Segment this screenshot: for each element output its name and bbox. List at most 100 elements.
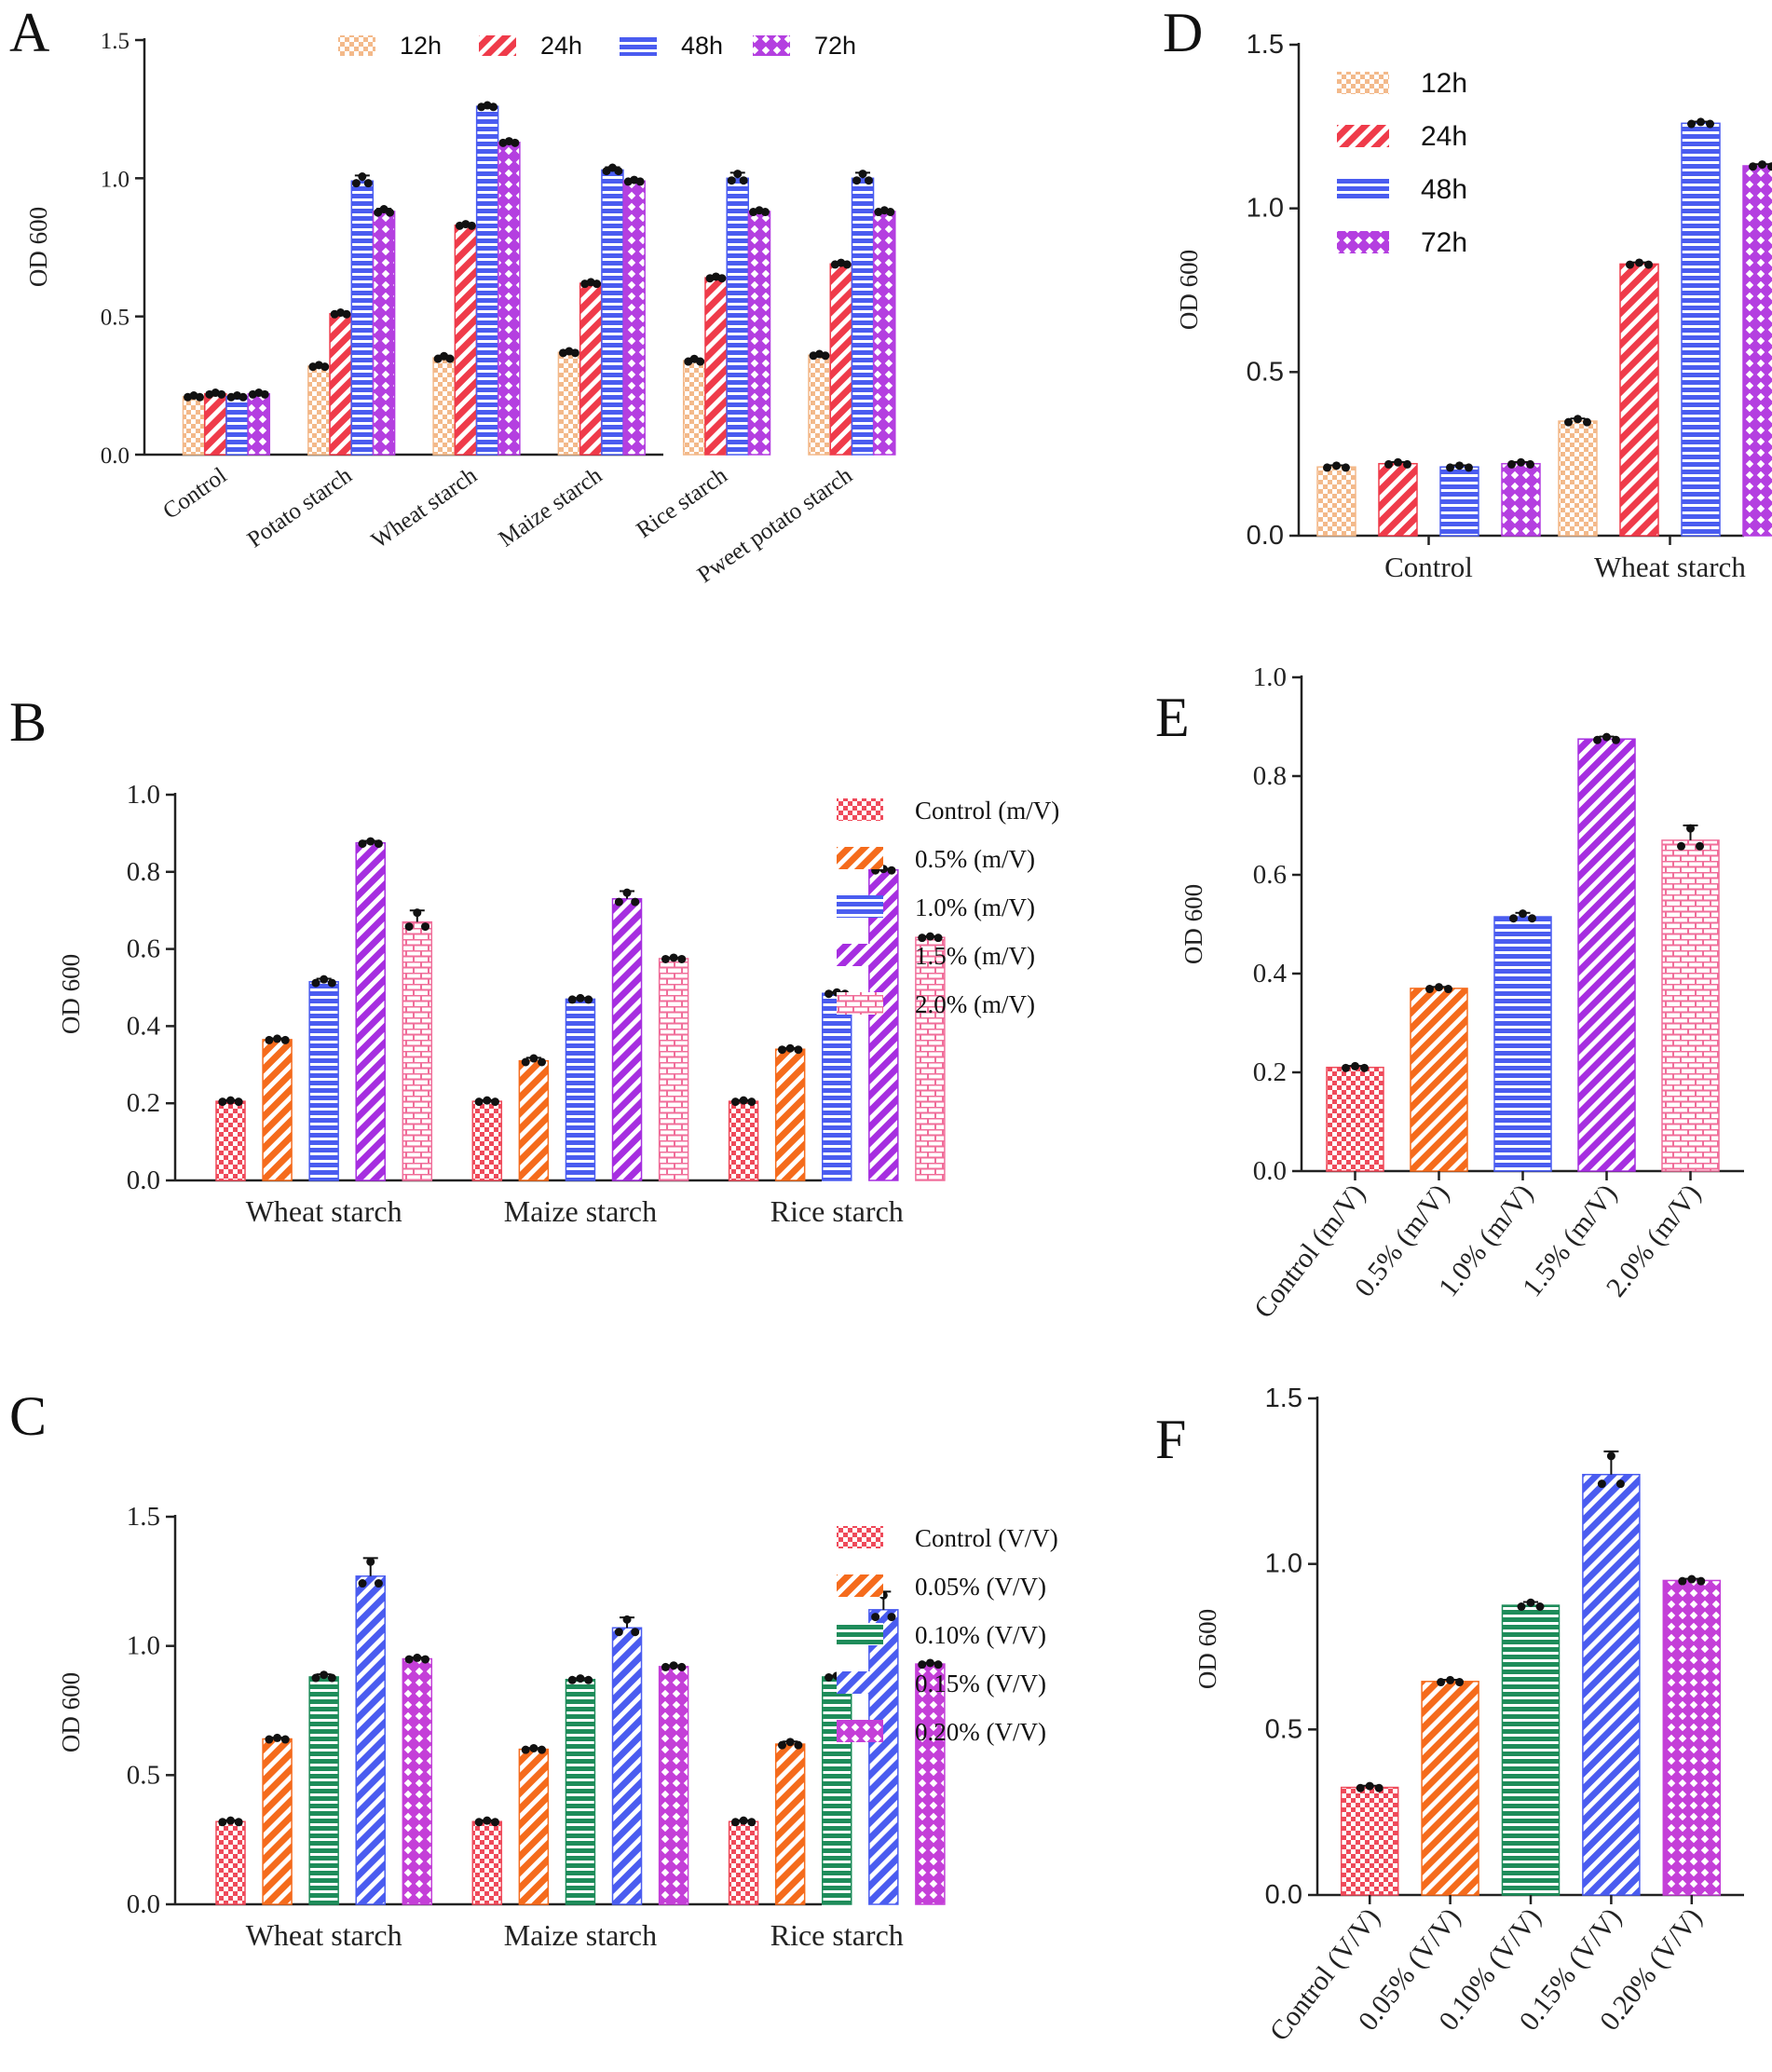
bar-B-2-1 xyxy=(774,1048,806,1181)
replicate-dot xyxy=(925,1658,934,1668)
panel-A: A 0.0 0.5 1.0 1.5 OD 600 Control Potato starch W… xyxy=(9,2,896,588)
y-axis-label: OD 600 xyxy=(57,1672,85,1752)
bar-B-0-0 xyxy=(215,1100,246,1181)
replicate-dot xyxy=(858,170,867,179)
replicate-dot xyxy=(311,1673,320,1683)
replicate-dot xyxy=(1758,160,1766,170)
legend-swatch xyxy=(338,35,375,56)
replicate-dot xyxy=(358,172,367,182)
legend-swatch xyxy=(837,1720,883,1742)
y-tick-label: 0.0 xyxy=(1253,1156,1287,1186)
replicate-dot xyxy=(871,1613,880,1622)
bar-A-5-3 xyxy=(873,211,896,456)
legend-swatch xyxy=(620,35,657,56)
replicate-dot xyxy=(864,176,873,185)
replicate-dot xyxy=(280,1735,290,1744)
replicate-dot xyxy=(1507,459,1516,469)
replicate-dot xyxy=(1564,417,1573,427)
replicate-dot xyxy=(483,1096,492,1105)
replicate-dot xyxy=(614,1628,623,1637)
bar-C-2-1 xyxy=(774,1743,806,1905)
legend-label: 48h xyxy=(1421,174,1467,205)
bar-C-2-4 xyxy=(915,1663,946,1905)
bar-B-1-4 xyxy=(658,958,689,1181)
replicate-dot xyxy=(1597,1479,1606,1489)
x-tick-label: Wheat starch xyxy=(367,463,482,554)
replicate-dot xyxy=(358,1579,367,1588)
replicate-dot xyxy=(785,1043,795,1053)
replicate-dot xyxy=(529,1743,538,1752)
bar-B-1-2 xyxy=(565,998,596,1181)
bar-A-0-0 xyxy=(182,395,206,456)
bar-A-0-2 xyxy=(225,395,249,456)
legend-swatch xyxy=(479,35,516,56)
replicate-dot xyxy=(265,1735,274,1744)
replicate-dot xyxy=(733,170,743,179)
legend-swatch xyxy=(1337,125,1389,147)
bar-C-0-1 xyxy=(262,1738,293,1905)
bar-A-2-0 xyxy=(432,357,456,456)
legend-swatch xyxy=(837,798,883,821)
replicate-dot xyxy=(1535,1602,1545,1612)
legend-swatch xyxy=(837,944,883,966)
legend-swatch xyxy=(837,1526,883,1548)
legend-swatch xyxy=(837,1623,883,1645)
bar-A-5-2 xyxy=(851,177,875,456)
y-axis-label: OD 600 xyxy=(1193,1609,1221,1689)
replicate-dot xyxy=(1509,914,1518,923)
legend-swatch xyxy=(1337,231,1389,253)
bar-A-2-2 xyxy=(475,105,499,456)
legend-swatch xyxy=(837,847,883,869)
replicate-dot xyxy=(661,1662,670,1671)
x-tick-label: Wheat starch xyxy=(246,1918,402,1952)
replicate-dot xyxy=(358,839,367,849)
bar-F-1-0 xyxy=(1421,1681,1479,1896)
replicate-dot xyxy=(351,179,361,188)
replicate-dot xyxy=(273,1034,282,1043)
y-tick-label: 0.4 xyxy=(1253,959,1288,988)
replicate-dot xyxy=(1574,415,1582,424)
replicate-dot xyxy=(635,177,645,186)
replicate-dot xyxy=(567,995,577,1004)
replicate-dot xyxy=(320,975,329,984)
replicate-dot xyxy=(677,1662,687,1671)
bar-B-1-3 xyxy=(611,898,643,1181)
bar-B-2-2 xyxy=(822,992,852,1181)
panel-letter: F xyxy=(1155,1409,1186,1470)
bar-A-1-2 xyxy=(350,180,375,456)
legend-swatch xyxy=(753,35,790,56)
replicate-dot xyxy=(1696,841,1704,851)
replicate-dot xyxy=(218,1097,227,1107)
y-tick-label: 1.0 xyxy=(101,167,129,192)
y-tick-label: 1.0 xyxy=(127,780,160,810)
replicate-dot xyxy=(521,1745,530,1754)
y-tick-label: 1.5 xyxy=(1265,1384,1302,1413)
replicate-dot xyxy=(570,348,579,358)
bar-A-3-0 xyxy=(557,351,581,456)
replicate-dot xyxy=(1602,732,1611,742)
panel-D: D 0.0 0.5 1.0 1.5 OD 600 Control Wheat starch 12… xyxy=(1163,2,1772,583)
y-tick-label: 0.5 xyxy=(127,1760,160,1790)
replicate-dot xyxy=(490,1818,499,1827)
replicate-dot xyxy=(1606,1452,1615,1461)
bar-D-1-1 xyxy=(1619,263,1659,537)
replicate-dot xyxy=(825,1673,834,1683)
replicate-dot xyxy=(195,392,204,402)
replicate-dot xyxy=(934,1660,943,1670)
bar-B-0-1 xyxy=(262,1039,293,1181)
replicate-dot xyxy=(327,1673,336,1683)
bar-A-5-0 xyxy=(808,354,831,456)
bar-C-0-3 xyxy=(355,1575,386,1905)
replicate-dot xyxy=(677,954,687,963)
replicate-dot xyxy=(1517,457,1525,467)
replicate-dot xyxy=(1749,162,1757,171)
x-tick-label: Rice starch xyxy=(770,1194,904,1228)
replicate-dot xyxy=(1455,1678,1465,1687)
replicate-dot xyxy=(280,1035,290,1044)
y-tick-label: 0.2 xyxy=(1253,1057,1287,1087)
bar-A-4-3 xyxy=(747,211,771,456)
bar-C-2-3 xyxy=(868,1609,899,1905)
bar-E-1-0 xyxy=(1410,988,1468,1172)
replicate-dot xyxy=(794,1740,803,1750)
